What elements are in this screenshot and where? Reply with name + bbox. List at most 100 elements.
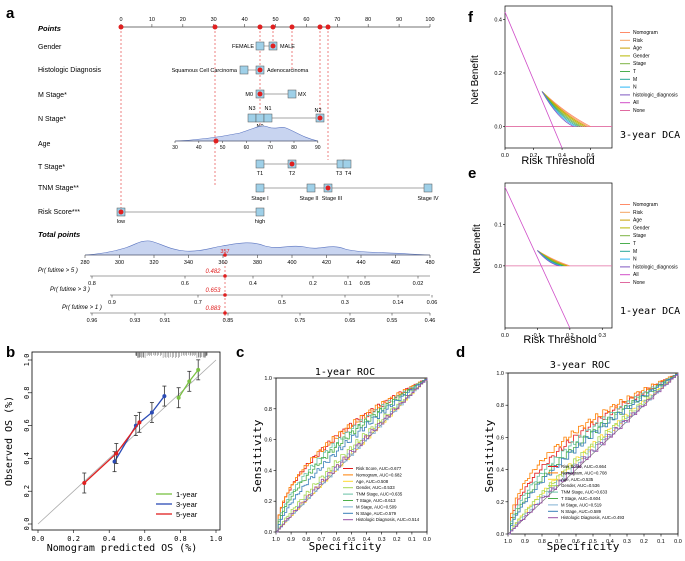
total-tick-label: 400 — [287, 260, 296, 266]
dca-legend-label: None — [633, 108, 645, 114]
calib-xtick-label: 0.6 — [138, 535, 151, 543]
dca1-ylabel: Net Benefit — [472, 224, 483, 274]
points-tick-label: 20 — [180, 17, 186, 23]
dca-xtick-label: 0.1 — [534, 333, 542, 339]
calib-xtick-label: 0.8 — [174, 535, 187, 543]
roc-legend-label: Age, AUC=0.508 — [356, 479, 389, 484]
dca-legend-label: Age — [633, 46, 642, 52]
roc-xtick-label: 0.5 — [348, 537, 356, 543]
calib-point — [162, 394, 167, 399]
roc-legend-label: Histologic Diagnosis, AUC=0.493 — [561, 515, 625, 520]
points-tick-label: 30 — [211, 17, 217, 23]
total-tick-label: 360 — [218, 260, 227, 266]
dca-legend-label: histologic_diagnosis — [633, 264, 678, 270]
roc-ytick-label: 0.4 — [264, 468, 272, 474]
points-tick-label: 0 — [119, 17, 122, 23]
dca-model-curve — [537, 250, 560, 267]
prob-tick-label: 0.8 — [88, 281, 96, 287]
age-tick-label: 90 — [315, 145, 321, 151]
roc-legend-label: Age, AUC=0.535 — [561, 477, 594, 482]
roc-legend-label: N Stage, AUC=0.579 — [356, 511, 397, 516]
dca-legend-label: M — [633, 77, 637, 83]
calib-ytick-label: 0.6 — [23, 419, 31, 432]
roc-ytick-label: 1.0 — [496, 371, 504, 377]
dca-legend-label: M — [633, 249, 637, 255]
dca-legend-label: All — [633, 100, 639, 106]
roc-xtick-label: 0.4 — [606, 539, 614, 545]
dca-xtick-label: 0.4 — [558, 153, 566, 159]
dca-ytick-label: 0.2 — [494, 71, 502, 77]
roc3-title: 3-year ROC — [550, 360, 610, 371]
calib-legend-label: 3-year — [176, 500, 198, 509]
prob-value-label: 0.482 — [205, 269, 221, 275]
histology-scc: Squamous Cell Carcinoma — [172, 68, 238, 74]
prob-value-label: 0.883 — [205, 306, 221, 312]
prob-tick-label: 0.46 — [425, 318, 436, 324]
roc1-xlabel: Specificity — [309, 540, 382, 553]
roc-legend-label: Gender, AUC=0.536 — [561, 483, 600, 488]
calibration-ylabel: Observed OS (%) — [4, 396, 15, 486]
roc-curve — [508, 373, 679, 535]
row-label-gender: Gender — [38, 44, 62, 51]
roc-legend-label: T Stage, AUC=0.613 — [356, 498, 396, 503]
total-points-title: Total points — [38, 230, 80, 239]
prob-tick-label: 0.75 — [295, 318, 306, 324]
roc-ytick-label: 0.4 — [496, 468, 504, 474]
prob-tick-label: 0.05 — [360, 281, 371, 287]
prob-tick-label: 0.9 — [108, 300, 116, 306]
row-label-risk-score: Risk Score*** — [38, 209, 80, 216]
total-value-label: 357 — [220, 249, 229, 255]
calib-point — [114, 451, 119, 456]
dca3-caption: 3-year DCA — [620, 130, 680, 141]
roc-xtick-label: 0.2 — [640, 539, 648, 545]
roc-xtick-label: 0.2 — [393, 537, 401, 543]
histology-adeno: Adenocarcinoma — [267, 68, 309, 74]
total-tick-label: 420 — [322, 260, 331, 266]
dca-legend-label: N — [633, 257, 637, 263]
roc-legend-label: T Stage, AUC=0.604 — [561, 496, 601, 501]
calib-ytick-label: 0.8 — [23, 386, 31, 399]
roc3-xlabel: Specificity — [547, 540, 620, 553]
roc-legend-label: M Stage, AUC=0.519 — [561, 502, 602, 507]
panel-label-f: f — [468, 9, 474, 26]
calib-legend-label: 5-year — [176, 510, 198, 519]
dca-legend-label: Risk — [633, 210, 643, 216]
dca3-panel: f 0.0 0.2 0.4 0.6 0.0 0.2 0.4 Nomogram Risk AgeGe… — [468, 5, 680, 167]
prob-tick-label: 0.02 — [413, 281, 424, 287]
dca-xtick-label: 0.2 — [566, 333, 574, 339]
dca-legend-label: Risk — [633, 38, 643, 44]
roc3-plot: 1.0 0.9 0.8 0.7 0.6 0.5 0.4 0.3 0.2 0.1 0.0 0.0 0.2 0… — [496, 371, 681, 545]
total-ticks: 280 300 320 340 360 380 400 420 440 460 480 — [80, 255, 435, 266]
roc3-panel: d 3-year ROC 1.0 0.9 0.8 0.7 0.6 0.5 0.4 0.3 0.2… — [456, 344, 682, 553]
roc-xtick-label: 0.7 — [555, 539, 563, 545]
calibration-panel: b 0.00.0 0.2 0.2 0.4 0.4 0.6 0.6 0.8 0.8 1.0 1.0 1-… — [4, 344, 222, 554]
dca-frame — [504, 182, 613, 329]
roc-xtick-label: 0.1 — [657, 539, 665, 545]
age-tick-label: 40 — [196, 145, 202, 151]
dca-legend-label: Nomogram — [633, 202, 658, 208]
n-stage-n2: N2 — [314, 108, 321, 114]
prob-tick-label: 0.96 — [87, 318, 98, 324]
age-ticks: 30 40 50 60 70 80 90 — [172, 141, 321, 151]
calib-xtick-label: 0.0 — [32, 535, 45, 543]
total-tick-label: 380 — [253, 260, 262, 266]
prob-tick-label: 0.5 — [278, 300, 286, 306]
calib-point — [176, 395, 181, 400]
dca-ytick-label: 0.0 — [494, 264, 502, 270]
roc-ytick-label: 0.0 — [264, 530, 272, 536]
panel-label-b: b — [6, 344, 15, 361]
roc-ytick-label: 1.0 — [264, 376, 272, 382]
roc-legend-label: M Stage, AUC=0.509 — [356, 504, 397, 509]
roc-xtick-label: 1.0 — [272, 537, 280, 543]
roc-ytick-label: 0.6 — [264, 438, 272, 444]
dca-xtick-label: 0.6 — [587, 153, 595, 159]
calib-ytick-label: 1.0 — [23, 354, 31, 367]
roc-ytick-label: 0.6 — [496, 435, 504, 441]
dca-all-line — [504, 186, 571, 329]
roc-curve — [508, 373, 679, 535]
calib-line-1-year — [178, 369, 199, 399]
prob-tick-label: 0.55 — [387, 318, 398, 324]
row-label-histology: Histologic Diagnosis — [38, 67, 102, 74]
row-label-n-stage: N Stage* — [38, 116, 66, 123]
